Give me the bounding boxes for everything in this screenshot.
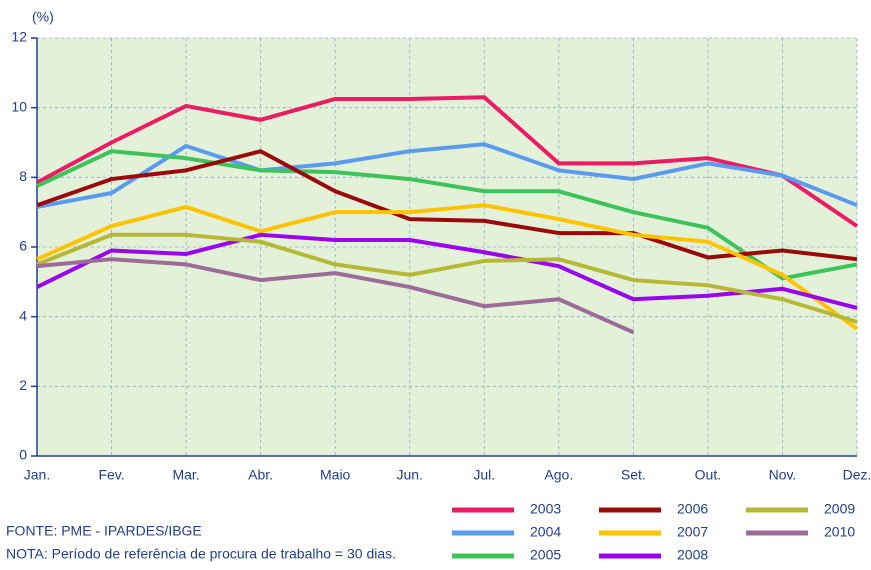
legend-label: 2003	[530, 501, 561, 517]
series-line	[36, 95, 859, 228]
x-tick-label: Nov.	[769, 467, 797, 483]
legend-label: 2004	[530, 524, 561, 540]
legend-label: 2009	[824, 501, 855, 517]
legend-label: 2006	[677, 501, 708, 517]
series-line	[36, 232, 858, 310]
y-tick-label: 8	[19, 168, 27, 184]
x-tick-label: Set.	[621, 467, 646, 483]
x-tick-label: Abr.	[248, 467, 273, 483]
x-tick-label: Jan.	[24, 467, 50, 483]
legend-label: 2008	[677, 547, 708, 563]
series-line	[36, 149, 858, 281]
legend-label: 2005	[530, 547, 561, 563]
y-tick-label: 6	[19, 238, 27, 254]
x-tick-label: Dez.	[843, 467, 871, 483]
series-line	[36, 142, 858, 209]
source-note: FONTE: PME - IPARDES/IBGE	[6, 523, 202, 539]
x-tick-label: Mar.	[172, 467, 199, 483]
series-line	[36, 149, 858, 262]
x-tick-label: Maio	[320, 467, 351, 483]
y-tick-label: 12	[11, 29, 27, 45]
y-tick-label: 2	[19, 377, 27, 393]
footnote: NOTA: Período de referência de procura d…	[6, 546, 396, 562]
y-tick-label: 4	[19, 307, 27, 323]
y-axis-label: (%)	[32, 9, 54, 25]
legend-label: 2007	[677, 524, 708, 540]
x-tick-label: Out.	[695, 467, 721, 483]
x-tick-label: Fev.	[98, 467, 124, 483]
x-tick-label: Jul.	[473, 467, 495, 483]
series-line	[36, 257, 635, 335]
x-tick-label: Jun.	[396, 467, 422, 483]
series-line	[36, 232, 858, 324]
series-line	[36, 203, 859, 331]
legend-label: 2010	[824, 524, 855, 540]
y-tick-label: 0	[19, 447, 27, 463]
y-tick-label: 10	[11, 98, 27, 114]
x-tick-label: Ago.	[544, 467, 573, 483]
